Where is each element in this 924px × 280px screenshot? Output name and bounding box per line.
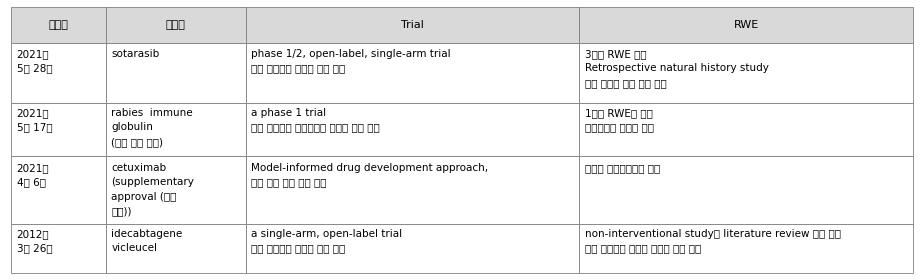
Bar bbox=[105, 103, 246, 156]
Bar bbox=[11, 156, 105, 224]
Bar bbox=[579, 7, 913, 43]
Bar bbox=[11, 103, 105, 156]
Text: 2021년
5월 28일: 2021년 5월 28일 bbox=[17, 49, 53, 73]
Text: rabies  immune
globulin
(소아 대상 확대): rabies immune globulin (소아 대상 확대) bbox=[111, 108, 193, 147]
Bar bbox=[579, 103, 913, 156]
Bar bbox=[246, 224, 579, 273]
Text: phase 1/2, open-label, single-arm trial
해당 의약품의 유효성 근거 제공: phase 1/2, open-label, single-arm trial … bbox=[251, 49, 451, 73]
Bar bbox=[246, 156, 579, 224]
Text: RWE: RWE bbox=[734, 20, 759, 30]
Text: 후향적 관찰비교연구 제공: 후향적 관찰비교연구 제공 bbox=[585, 163, 660, 173]
Text: 3개의 RWE 제출
Retrospective natural history study
표준 치료에 대한 정보 제공: 3개의 RWE 제출 Retrospective natural history… bbox=[585, 49, 769, 88]
Text: idecabtagene
vicleucel: idecabtagene vicleucel bbox=[111, 229, 183, 253]
Text: Trial: Trial bbox=[401, 20, 424, 30]
Text: 2021년
5월 17일: 2021년 5월 17일 bbox=[17, 108, 53, 132]
Text: 2012년
3월 26일: 2012년 3월 26일 bbox=[17, 229, 53, 253]
Bar bbox=[11, 224, 105, 273]
Bar bbox=[246, 7, 579, 43]
Text: 2021년
4월 6일: 2021년 4월 6일 bbox=[17, 163, 49, 187]
Text: 허가일: 허가일 bbox=[48, 20, 68, 30]
Bar bbox=[579, 224, 913, 273]
Text: cetuximab
(supplementary
approval (용량
변경)): cetuximab (supplementary approval (용량 변경… bbox=[111, 163, 194, 216]
Bar bbox=[11, 7, 105, 43]
Bar bbox=[11, 43, 105, 103]
Text: Model-informed drug development approach,
메타 분석 결과 자료 제출: Model-informed drug development approach… bbox=[251, 163, 488, 187]
Text: 의약품: 의약품 bbox=[165, 20, 186, 30]
Bar bbox=[246, 103, 579, 156]
Bar bbox=[105, 7, 246, 43]
Bar bbox=[579, 156, 913, 224]
Text: a phase 1 trial
해당 의약품의 소아에서의 안전성 근거 제공: a phase 1 trial 해당 의약품의 소아에서의 안전성 근거 제공 bbox=[251, 108, 380, 132]
Bar bbox=[579, 43, 913, 103]
Text: a single-arm, open-label trial
해당 의약품의 유효성 근거 제공: a single-arm, open-label trial 해당 의약품의 유… bbox=[251, 229, 402, 253]
Text: non-interventional study와 literature review 연구 제출
해당 의약품의 안전성 유효성 정보 제공: non-interventional study와 literature rev… bbox=[585, 229, 841, 253]
Bar bbox=[105, 43, 246, 103]
Bar bbox=[105, 224, 246, 273]
Bar bbox=[246, 43, 579, 103]
Text: 1개의 RWE를 제출
소아에서의 유효성 확인: 1개의 RWE를 제출 소아에서의 유효성 확인 bbox=[585, 108, 654, 132]
Bar bbox=[105, 156, 246, 224]
Text: sotarasib: sotarasib bbox=[111, 49, 160, 59]
